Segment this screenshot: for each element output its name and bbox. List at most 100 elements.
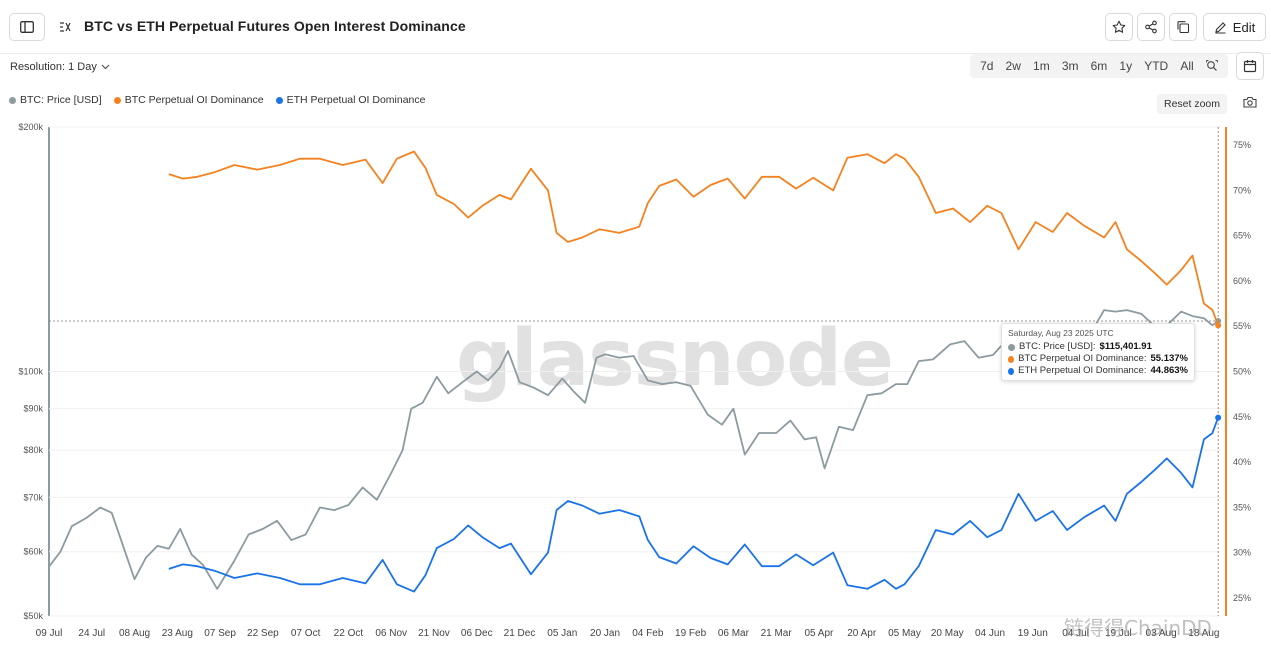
share-icon bbox=[1145, 20, 1157, 34]
chart-canvas: $50k $60k $70k $80k $90k $100k $200k 25% 30% 35% 4… bbox=[18, 122, 1251, 639]
range-7d[interactable]: 7d bbox=[980, 59, 994, 73]
btc-oi-dominance-line bbox=[168, 150, 1219, 326]
x-tick-label: 07 Sep bbox=[204, 628, 236, 639]
range-3m[interactable]: 3m bbox=[1061, 59, 1079, 73]
tooltip-date: Saturday, Aug 23 2025 UTC bbox=[1008, 328, 1114, 338]
tooltip-dot bbox=[1008, 355, 1015, 363]
tooltip-value: 44.863% bbox=[1150, 365, 1188, 376]
left-tick-label: $50k bbox=[23, 611, 43, 621]
x-tick-label: 21 Mar bbox=[761, 628, 793, 639]
x-tick-label: 19 Jul bbox=[1105, 628, 1132, 639]
btc-oi-dominance-end-marker bbox=[1215, 322, 1222, 329]
chevron-down-icon bbox=[101, 64, 110, 70]
legend-item-eth-oi[interactable]: ETH Perpetual OI Dominance bbox=[275, 94, 426, 106]
top-bar: BTC vs ETH Perpetual Futures Open Intere… bbox=[0, 0, 1271, 54]
x-tick-label: 06 Mar bbox=[718, 628, 750, 639]
legend-item-btc-price[interactable]: BTC: Price [USD] bbox=[9, 94, 102, 106]
legend-label-btc-oi: BTC Perpetual OI Dominance bbox=[124, 94, 264, 106]
x-tick-label: 04 Feb bbox=[632, 628, 664, 639]
left-tick-label: $200k bbox=[18, 122, 43, 132]
x-tick-label: 23 Aug bbox=[162, 628, 193, 639]
chart-type-icon[interactable] bbox=[59, 21, 71, 33]
x-tick-label: 06 Nov bbox=[375, 628, 407, 639]
legend-dot-btc-oi bbox=[113, 96, 121, 104]
tooltip-row-eth-oi: ETH Perpetual OI Dominance: 44.863% bbox=[1008, 365, 1188, 377]
x-tick-label: 21 Nov bbox=[418, 628, 450, 639]
x-tick-label: 22 Oct bbox=[334, 628, 364, 639]
left-tick-label: $90k bbox=[23, 404, 43, 414]
left-tick-label: $80k bbox=[23, 445, 43, 455]
x-tick-label: 05 Jan bbox=[547, 628, 577, 639]
edit-button[interactable]: Edit bbox=[1203, 13, 1266, 41]
resolution-select[interactable]: Resolution: 1 Day bbox=[10, 61, 110, 73]
chaindd-watermark: 链得得ChainDD bbox=[1064, 616, 1212, 640]
range-2w[interactable]: 2w bbox=[1005, 59, 1021, 73]
right-tick-label: 70% bbox=[1233, 185, 1251, 195]
right-tick-label: 35% bbox=[1233, 502, 1251, 512]
right-tick-label: 40% bbox=[1233, 457, 1251, 467]
tooltip-label: BTC: Price [USD]: bbox=[1019, 341, 1096, 352]
range-6m[interactable]: 6m bbox=[1090, 59, 1108, 73]
x-tick-label: 20 Apr bbox=[847, 628, 877, 639]
x-tick-label: 04 Jul bbox=[1062, 628, 1089, 639]
tooltip-row-btc-price: BTC: Price [USD]: $115,401.91 bbox=[1008, 341, 1188, 353]
x-tick-label: 06 Dec bbox=[461, 628, 493, 639]
edit-button-label: Edit bbox=[1232, 19, 1256, 35]
right-tick-label: 75% bbox=[1233, 140, 1251, 150]
x-tick-label: 21 Dec bbox=[504, 628, 536, 639]
tooltip-label: BTC Perpetual OI Dominance: bbox=[1018, 353, 1147, 364]
right-tick-label: 65% bbox=[1233, 231, 1251, 241]
star-icon bbox=[1112, 20, 1126, 33]
favorite-button[interactable] bbox=[1105, 13, 1133, 41]
x-tick-label: 09 Jul bbox=[36, 628, 63, 639]
range-1m[interactable]: 1m bbox=[1033, 59, 1050, 73]
sidebar-toggle-button[interactable] bbox=[9, 13, 45, 41]
legend-label-btc-price: BTC: Price [USD] bbox=[20, 94, 102, 106]
tooltip-dot bbox=[1008, 367, 1015, 375]
sidebar-icon bbox=[20, 21, 34, 33]
legend-dot-btc-price bbox=[9, 96, 16, 104]
x-tick-label: 08 Aug bbox=[119, 628, 150, 639]
page-title: BTC vs ETH Perpetual Futures Open Intere… bbox=[84, 18, 466, 34]
x-tick-label: 03 Aug bbox=[1146, 628, 1177, 639]
right-tick-label: 45% bbox=[1233, 412, 1251, 422]
x-tick-label: 20 May bbox=[931, 628, 964, 639]
tooltip-value: $115,401.91 bbox=[1099, 341, 1152, 352]
copy-icon bbox=[1177, 21, 1190, 34]
tooltip-value: 55.137% bbox=[1150, 353, 1188, 364]
right-tick-label: 55% bbox=[1233, 321, 1251, 331]
x-tick-label: 20 Jan bbox=[590, 628, 620, 639]
date-picker-button[interactable] bbox=[1236, 52, 1264, 80]
pencil-icon bbox=[1215, 21, 1226, 34]
range-all[interactable]: All bbox=[1180, 59, 1194, 73]
left-tick-label: $70k bbox=[23, 492, 43, 502]
range-ytd[interactable]: YTD bbox=[1144, 59, 1169, 73]
x-tick-label: 22 Sep bbox=[247, 628, 279, 639]
range-1y[interactable]: 1y bbox=[1119, 59, 1133, 73]
chart-legend: BTC: Price [USD] BTC Perpetual OI Domina… bbox=[9, 94, 426, 106]
left-tick-label: $100k bbox=[18, 367, 43, 377]
time-range-selector: 7d 2w 1m 3m 6m 1y YTD All bbox=[970, 54, 1228, 78]
tooltip-row-btc-oi: BTC Perpetual OI Dominance: 55.137% bbox=[1008, 353, 1188, 365]
share-button[interactable] bbox=[1137, 13, 1165, 41]
glassnode-watermark: glassnode bbox=[456, 314, 894, 404]
zoom-select-icon[interactable] bbox=[1205, 60, 1218, 72]
resolution-label: Resolution: 1 Day bbox=[10, 61, 97, 73]
x-tick-label: 05 Apr bbox=[804, 628, 834, 639]
duplicate-button[interactable] bbox=[1169, 13, 1197, 41]
camera-icon[interactable] bbox=[1243, 96, 1257, 108]
x-tick-label: 18 Aug bbox=[1188, 628, 1219, 639]
x-tick-label: 07 Oct bbox=[291, 628, 321, 639]
x-tick-label: 04 Jun bbox=[975, 628, 1005, 639]
legend-item-btc-oi[interactable]: BTC Perpetual OI Dominance bbox=[113, 94, 264, 106]
eth-oi-dominance-line bbox=[168, 417, 1219, 593]
reset-zoom-button[interactable]: Reset zoom bbox=[1157, 94, 1227, 114]
legend-dot-eth-oi bbox=[275, 96, 283, 104]
x-tick-label: 19 Jun bbox=[1018, 628, 1048, 639]
tooltip-dot bbox=[1008, 343, 1015, 351]
tooltip-label: ETH Perpetual OI Dominance: bbox=[1018, 365, 1147, 376]
chart-tooltip: Saturday, Aug 23 2025 UTC BTC: Price [US… bbox=[1001, 323, 1195, 381]
x-tick-label: 19 Feb bbox=[675, 628, 707, 639]
right-tick-label: 25% bbox=[1233, 593, 1251, 603]
legend-label-eth-oi: ETH Perpetual OI Dominance bbox=[286, 94, 426, 106]
